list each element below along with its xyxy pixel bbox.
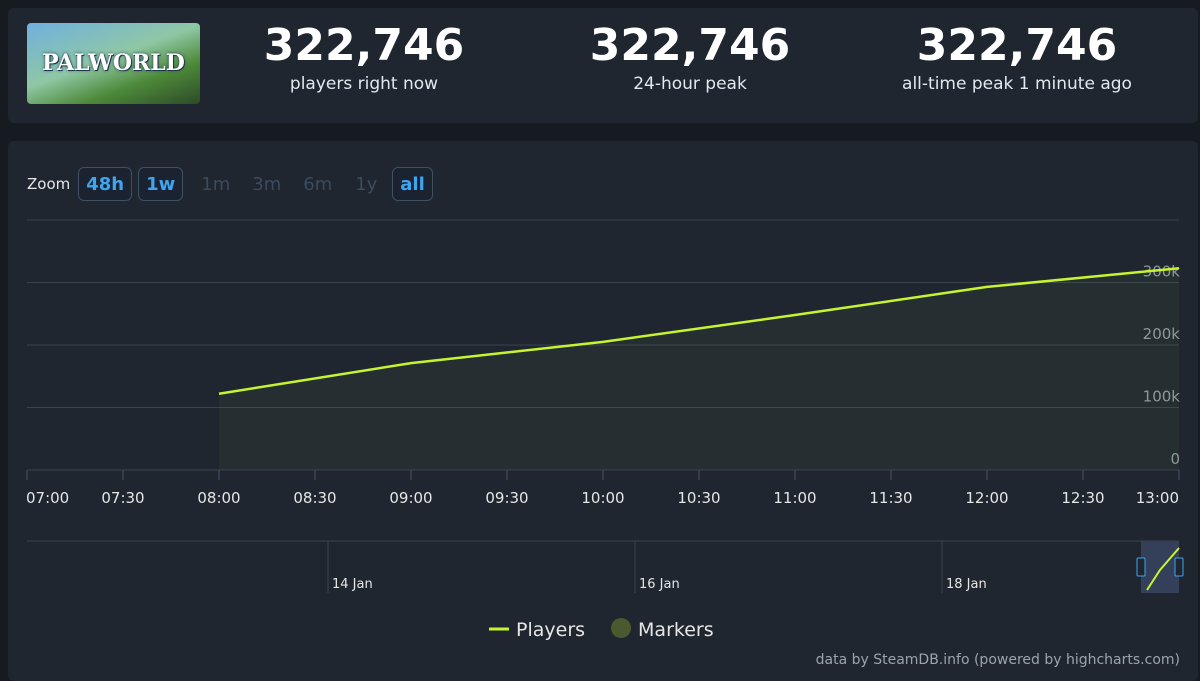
zoom-button[interactable]: 3m — [252, 174, 282, 195]
legend-label: Players — [516, 619, 585, 641]
stat: 322,746 24-hour peak — [530, 20, 850, 94]
x-tick-label: 07:00 — [26, 489, 69, 507]
stat: 322,746 all-time peak 1 minute ago — [857, 20, 1177, 94]
x-tick-label: 10:00 — [581, 489, 624, 507]
navigator — [27, 541, 1179, 593]
stat-label: players right now — [289, 74, 439, 94]
credit: data by SteamDB.info (powered by highcha… — [816, 652, 1180, 668]
x-tick-label: 07:30 — [101, 489, 144, 507]
navigator-handle[interactable] — [1174, 557, 1184, 577]
stats-header: PALWORLD 322,746 players right now 322,74… — [8, 8, 1198, 123]
stat-label: 24-hour peak — [633, 74, 747, 94]
x-tick-label: 08:30 — [293, 489, 336, 507]
game-image-title: PALWORLD — [42, 50, 185, 76]
zoom-button[interactable]: 1m — [201, 174, 231, 195]
legend-item[interactable]: Players — [489, 619, 585, 641]
navigator-label: 16 Jan — [639, 577, 680, 592]
x-tick-label: 11:30 — [869, 489, 912, 507]
zoom-bar: Zoom 48h 1w 1m 3m 6m 1y all — [27, 167, 433, 201]
navigator-selection[interactable] — [1141, 541, 1179, 593]
navigator-series — [1146, 547, 1180, 591]
x-tick-label: 12:30 — [1061, 489, 1104, 507]
chart-card — [8, 141, 1198, 681]
x-tick-label: 09:30 — [485, 489, 528, 507]
stat-value: 322,746 — [916, 20, 1118, 71]
navigator-label: 18 Jan — [946, 577, 987, 592]
series-line — [218, 267, 1180, 395]
legend-label: Markers — [638, 619, 714, 641]
zoom-button[interactable]: 1y — [355, 174, 378, 195]
x-tick-label: 11:00 — [773, 489, 816, 507]
y-tick-label: 200k — [1143, 325, 1181, 343]
navigator-handle[interactable] — [1136, 557, 1146, 577]
x-tick-label: 10:30 — [677, 489, 720, 507]
zoom-button[interactable]: 48h — [78, 167, 133, 201]
x-tick-label: 08:00 — [197, 489, 240, 507]
x-tick-label: 13:00 — [1136, 489, 1179, 507]
navigator-label: 14 Jan — [332, 577, 373, 592]
zoom-button[interactable]: 1w — [138, 167, 184, 201]
zoom-label: Zoom — [27, 175, 71, 193]
x-tick-label: 12:00 — [965, 489, 1008, 507]
game-image[interactable]: PALWORLD — [27, 23, 200, 104]
zoom-button[interactable]: all — [392, 167, 433, 201]
x-tick-label: 09:00 — [389, 489, 432, 507]
y-tick-label: 300k — [1143, 263, 1181, 281]
y-tick-label: 0 — [1170, 450, 1180, 468]
legend-symbol — [611, 618, 632, 638]
legend-item[interactable]: Markers — [611, 618, 714, 641]
stat: 322,746 players right now — [204, 20, 524, 94]
stat-value: 322,746 — [263, 20, 465, 71]
zoom-button[interactable]: 6m — [303, 174, 333, 195]
series-area — [219, 268, 1179, 470]
stat-label: all-time peak 1 minute ago — [902, 74, 1132, 94]
y-tick-label: 100k — [1143, 388, 1181, 406]
stat-value: 322,746 — [589, 20, 791, 71]
